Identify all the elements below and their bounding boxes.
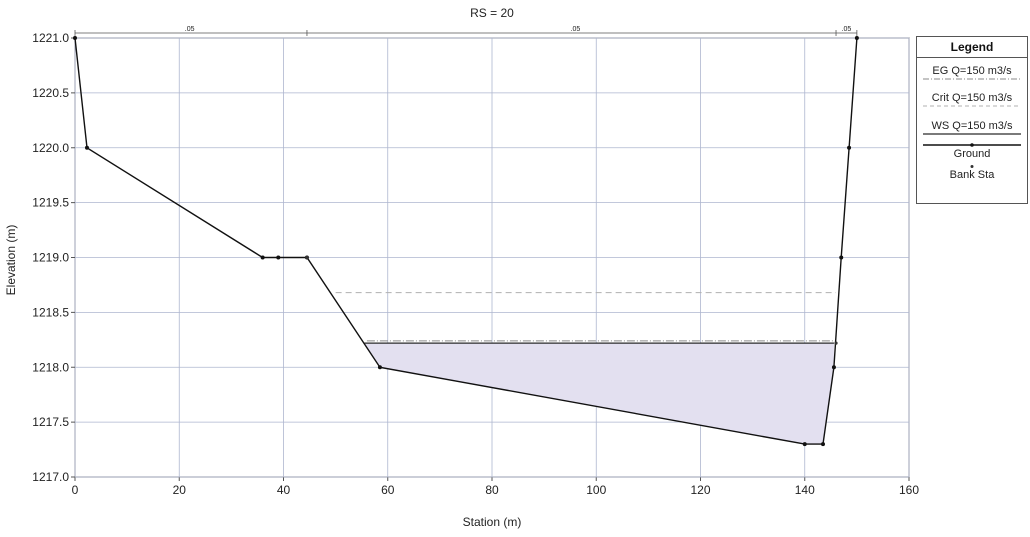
chart-title: RS = 20 [470,6,514,20]
ground-point [831,365,836,370]
legend-label-crit: Crit Q=150 m3/s [931,92,1013,104]
ground-point [377,365,382,370]
legend-line-crit [923,105,1021,107]
manning-n-label: .05 [842,26,852,33]
legend-line-ws [923,133,1021,135]
y-tick-label: 1219.0 [32,251,69,265]
water-fill-layer [364,343,834,445]
legend-item-bank-sta: Bank Sta [917,164,1027,190]
y-tick-label: 1219.5 [32,196,69,210]
y-tick-label: 1217.5 [32,415,69,429]
y-tick-label: 1218.5 [32,305,69,319]
x-axis-title: Station (m) [463,515,522,529]
y-axis-title: Elevation (m) [4,225,18,296]
legend: Legend EG Q=150 m3/s Crit Q=150 m3/s WS … [916,36,1028,204]
water-fill [364,343,834,445]
legend-item-ws: WS Q=150 m3/s [917,114,1027,142]
ground-point [847,145,852,150]
ground-point [260,255,265,260]
y-tick-label: 1220.0 [32,141,69,155]
x-tick-label: 100 [586,483,606,497]
manning-n-layer: .05 .05 .05 [74,26,858,36]
legend-line-ground [923,143,1021,147]
manning-n-label: .05 [571,26,581,33]
y-tick-label: 1217.0 [32,470,69,484]
tick-labels: 0 20 40 60 80 100 120 140 160 1217.0 1217.5 1218.0 1… [32,31,919,497]
x-tick-label: 20 [173,483,187,497]
legend-item-ground: Ground [917,142,1027,164]
manning-n-label: .05 [185,26,195,33]
x-tick-label: 140 [795,483,815,497]
x-tick-label: 160 [899,483,919,497]
legend-label-eg: EG Q=150 m3/s [932,65,1012,77]
bank-station-point [834,341,838,345]
ground-point [73,36,77,40]
marker-layer [73,36,859,447]
legend-item-eg: EG Q=150 m3/s [917,58,1027,86]
legend-line-eg [923,78,1021,80]
legend-label-ground: Ground [953,148,991,160]
legend-marker-bank-sta [970,165,974,168]
ground-point [839,255,844,260]
x-tick-label: 120 [690,483,710,497]
ground-point [820,442,825,447]
x-tick-label: 80 [485,483,499,497]
x-tick-label: 40 [277,483,291,497]
y-tick-label: 1218.0 [32,360,69,374]
bank-station-point [305,255,309,260]
x-tick-label: 0 [72,483,79,497]
legend-label-bank-sta: Bank Sta [949,169,995,181]
ground-point [854,36,859,40]
legend-label-ws: WS Q=150 m3/s [931,120,1013,132]
legend-title: Legend [917,37,1027,58]
y-tick-label: 1221.0 [32,31,69,45]
grid [71,37,910,481]
y-tick-label: 1220.5 [32,86,69,100]
series-layer [74,37,858,445]
ground-point [276,255,281,260]
ground-line [74,37,858,445]
ground-point [802,442,807,447]
x-tick-label: 60 [381,483,395,497]
legend-item-crit: Crit Q=150 m3/s [917,86,1027,114]
ground-point [84,145,89,150]
